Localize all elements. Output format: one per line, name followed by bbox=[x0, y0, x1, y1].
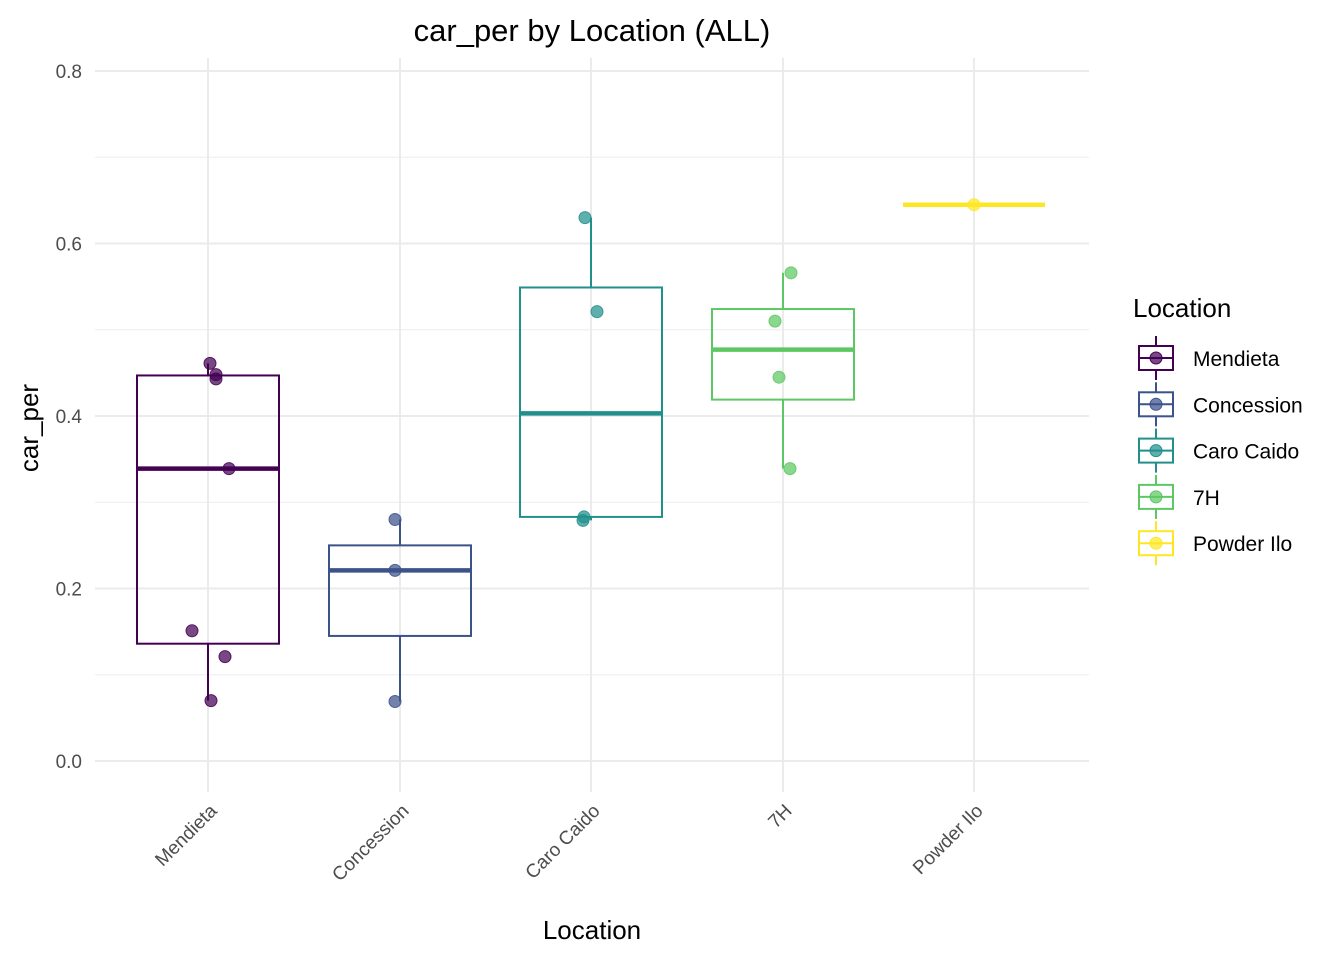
data-point bbox=[967, 198, 981, 212]
x-tick-label: Mendieta bbox=[151, 800, 221, 870]
legend-label: Caro Caido bbox=[1193, 441, 1299, 464]
data-point bbox=[784, 266, 798, 280]
chart-title: car_per by Location (ALL) bbox=[414, 13, 771, 48]
data-point bbox=[578, 211, 592, 225]
legend-key-point bbox=[1149, 490, 1163, 504]
box-rect bbox=[711, 308, 855, 401]
y-tick-label: 0.6 bbox=[56, 235, 82, 256]
data-point bbox=[768, 314, 782, 328]
point-group bbox=[185, 198, 981, 708]
box-rect bbox=[519, 286, 663, 518]
legend-title: Location bbox=[1133, 293, 1231, 323]
legend-label: 7H bbox=[1193, 487, 1220, 510]
data-point bbox=[203, 356, 217, 370]
data-point bbox=[388, 694, 402, 708]
data-point bbox=[222, 462, 236, 476]
x-tick-label: 7H bbox=[765, 801, 797, 833]
box-group bbox=[136, 202, 1045, 702]
data-point bbox=[388, 513, 402, 526]
data-point bbox=[209, 372, 223, 386]
legend-item: Powder Ilo bbox=[1138, 521, 1292, 566]
data-point bbox=[185, 624, 199, 638]
data-point bbox=[218, 650, 232, 664]
legend-item: Caro Caido bbox=[1138, 428, 1299, 473]
y-tick-label: 0.4 bbox=[56, 407, 83, 428]
legend-key-point bbox=[1149, 444, 1163, 458]
data-point bbox=[388, 563, 402, 577]
box-0 bbox=[136, 363, 280, 701]
x-tick-label: Concession bbox=[328, 801, 413, 886]
y-axis-title: car_per bbox=[14, 384, 44, 472]
legend: Location Mendieta Concession Caro Caido 7H P… bbox=[1133, 293, 1303, 566]
legend-item: 7H bbox=[1138, 474, 1220, 519]
box-3 bbox=[711, 272, 855, 469]
x-tick-labels: Mendieta Concession Caro Caido 7H Powder Ilo bbox=[151, 800, 987, 885]
data-point bbox=[590, 305, 604, 319]
legend-label: Mendieta bbox=[1193, 348, 1280, 371]
box-rect bbox=[136, 374, 280, 645]
data-point bbox=[783, 462, 797, 476]
data-point bbox=[772, 370, 786, 384]
legend-key-point bbox=[1149, 351, 1163, 365]
legend-items: Mendieta Concession Caro Caido 7H Powder Ilo bbox=[1138, 336, 1303, 566]
data-point bbox=[576, 513, 590, 527]
legend-item: Concession bbox=[1138, 382, 1303, 427]
y-tick-label: 0.0 bbox=[56, 752, 82, 773]
x-tick-label: Powder Ilo bbox=[909, 801, 987, 879]
legend-key-point bbox=[1149, 536, 1163, 550]
legend-item: Mendieta bbox=[1138, 336, 1280, 380]
x-tick-label: Caro Caido bbox=[522, 801, 605, 884]
y-tick-label: 0.2 bbox=[56, 580, 82, 601]
legend-key-point bbox=[1149, 397, 1163, 411]
box-rect bbox=[328, 544, 472, 637]
x-axis-title: Location bbox=[543, 915, 641, 945]
legend-label: Powder Ilo bbox=[1193, 533, 1292, 556]
grid-lines bbox=[95, 58, 1089, 792]
box-2 bbox=[519, 217, 663, 521]
y-tick-labels: 0.0 0.2 0.4 0.6 0.8 bbox=[56, 62, 83, 773]
legend-label: Concession bbox=[1193, 394, 1303, 417]
y-tick-label: 0.8 bbox=[56, 62, 82, 83]
data-point bbox=[204, 694, 218, 708]
